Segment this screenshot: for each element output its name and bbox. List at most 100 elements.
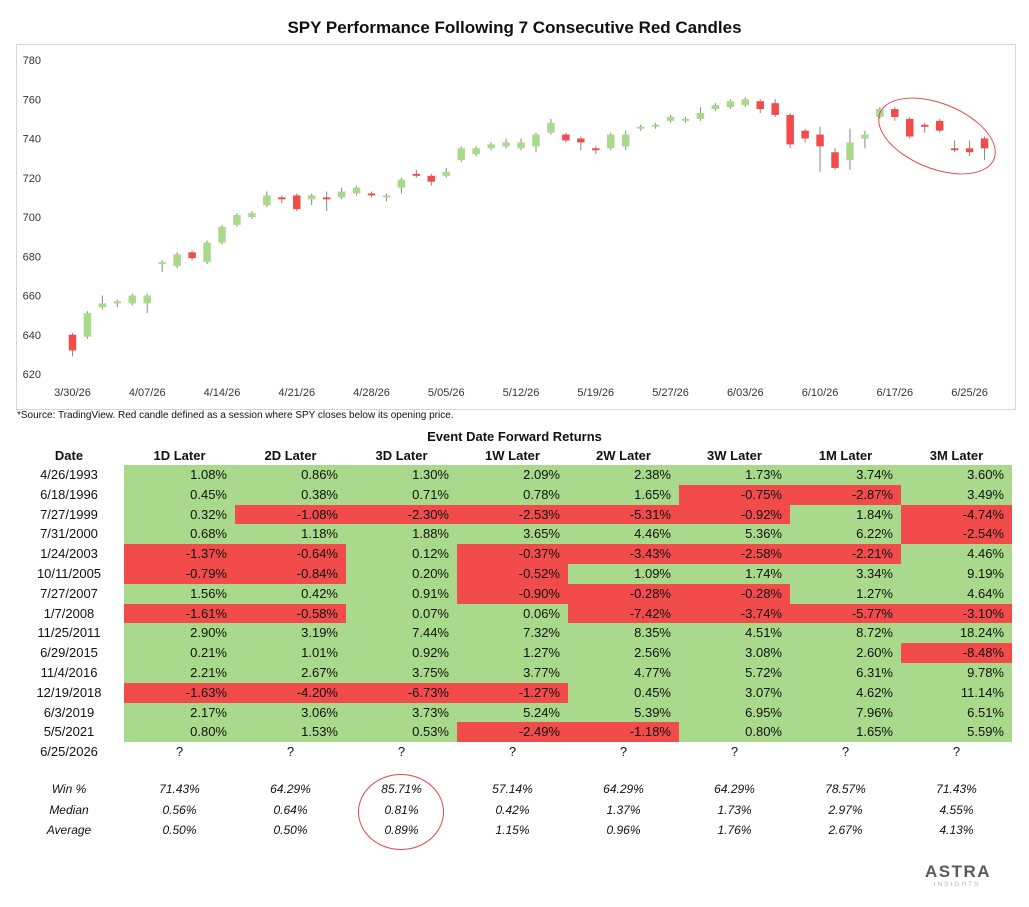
return-cell: 0.53% <box>346 722 457 743</box>
table-title: Event Date Forward Returns <box>427 429 602 444</box>
row-date: 12/19/2018 <box>36 684 102 700</box>
return-cell: 4.64% <box>901 583 1012 604</box>
return-cell: 0.92% <box>346 643 457 663</box>
y-tick-label: 640 <box>23 330 41 342</box>
return-cell: 2.90% <box>124 623 235 644</box>
return-cell: 1.01% <box>235 643 346 663</box>
candle-body <box>532 134 540 147</box>
return-cell: -7.42% <box>568 603 679 624</box>
candle-down <box>427 173 436 186</box>
table-row: 7/27/1999 0.32% -1.08% -2.30% -2.53% -5.31% -0… <box>14 504 1012 525</box>
candle-body <box>382 195 391 198</box>
return-cell: ? <box>175 744 184 760</box>
return-cell: 3.08% <box>679 643 790 663</box>
return-cell: 0.38% <box>235 484 346 505</box>
return-cell: -4.74% <box>901 504 1012 525</box>
candle-body <box>472 148 480 155</box>
row-date: 1/24/2003 <box>40 546 98 562</box>
candle-up <box>352 185 361 196</box>
y-tick-label: 780 <box>23 55 41 67</box>
return-cell: -1.18% <box>568 722 679 743</box>
candle-body <box>965 148 974 153</box>
logo-sub-text: INSIGHTS <box>933 881 981 888</box>
x-tick-label: 5/05/26 <box>428 387 465 399</box>
candle-down <box>756 99 764 113</box>
candle-down <box>562 132 570 143</box>
candle-body <box>233 215 241 225</box>
candle-body <box>711 105 720 110</box>
x-tick-label: 5/12/26 <box>503 387 540 399</box>
stats-value: 78.57% <box>825 782 866 797</box>
candle-up <box>397 177 406 194</box>
row-date: 7/27/2007 <box>40 585 98 601</box>
candle-up <box>203 240 211 265</box>
stats-value: 0.64% <box>273 802 308 817</box>
candle-body <box>726 101 735 108</box>
candle-up <box>143 293 151 314</box>
candle-up <box>621 130 630 151</box>
stats-value: 0.50% <box>162 823 197 838</box>
stats-value: 2.67% <box>828 823 863 838</box>
candle-up <box>442 167 451 178</box>
return-cell: 4.62% <box>790 682 901 703</box>
stats-value: 0.56% <box>162 802 197 817</box>
return-cell: -0.79% <box>124 563 235 584</box>
stats-value: 1.76% <box>717 823 752 838</box>
candle-body <box>218 226 226 243</box>
x-tick-label: 6/17/26 <box>876 387 913 399</box>
return-cell: -2.21% <box>790 544 901 564</box>
candle-up <box>337 187 346 200</box>
candle-body <box>592 148 600 151</box>
candle-body <box>621 134 630 147</box>
return-cell: -2.53% <box>457 504 568 525</box>
candle-up <box>666 114 675 123</box>
return-cell: 2.21% <box>124 662 235 683</box>
return-cell: ? <box>619 744 628 760</box>
x-tick-label: 6/25/26 <box>951 387 988 399</box>
candle-down <box>906 116 914 139</box>
candle-down <box>278 195 286 204</box>
candle-down <box>965 140 974 157</box>
table-row: 4/26/1993 1.08% 0.86% 1.30% 2.09% 2.38% 1.73% 3… <box>14 465 1012 485</box>
candlestick-chart: 620 640 660 680 700 720 740 760 780 3/30/26 4/07/2… <box>16 44 1016 410</box>
return-cell: ? <box>508 744 517 760</box>
candle-up <box>547 118 555 135</box>
stats-value: 57.14% <box>492 782 533 797</box>
candle-body <box>263 195 271 206</box>
candle-down <box>816 126 824 172</box>
return-cell: 3.07% <box>679 682 790 703</box>
candle-body <box>666 116 675 121</box>
return-cell: 0.71% <box>346 484 457 505</box>
return-cell: 0.07% <box>346 603 457 624</box>
stats-row-median: Median 0.56% 0.64% 0.81% 0.42% 1.37% 1.73% 2.97… <box>14 800 1012 821</box>
candle-up <box>741 97 750 108</box>
row-date: 1/7/2008 <box>43 605 95 621</box>
x-tick-label: 4/14/26 <box>204 387 241 399</box>
candle-body <box>831 152 839 168</box>
candle-down <box>367 191 376 198</box>
source-note: *Source: TradingView. Red candle defined… <box>17 410 454 421</box>
candle-down <box>771 99 779 117</box>
candle-body <box>442 171 451 176</box>
return-cell: -0.75% <box>679 484 790 505</box>
chart-title: SPY Performance Following 7 Consecutive … <box>287 18 742 37</box>
candle-up <box>173 252 181 269</box>
candle-body <box>935 120 944 131</box>
row-date: 5/5/2021 <box>43 724 95 740</box>
candle-body <box>68 334 77 351</box>
return-cell: -6.73% <box>346 682 457 703</box>
return-cell: ? <box>730 744 739 760</box>
return-cell: 0.80% <box>679 722 790 743</box>
return-cell: -1.37% <box>124 544 235 564</box>
candle-down <box>577 136 585 151</box>
chart-svg: 620 640 660 680 700 720 740 760 780 3/30/26 4/07/2… <box>23 55 989 399</box>
return-cell: 3.65% <box>457 524 568 545</box>
candle-down <box>293 193 301 212</box>
stats-label: Median <box>49 802 89 817</box>
return-cell: 4.46% <box>901 544 1012 564</box>
candle-body <box>278 197 286 200</box>
return-cell: 11.14% <box>901 682 1012 703</box>
return-cell: 8.35% <box>568 623 679 644</box>
logo-main-text: ASTRA <box>925 862 992 881</box>
return-cell: 1.74% <box>679 563 790 584</box>
